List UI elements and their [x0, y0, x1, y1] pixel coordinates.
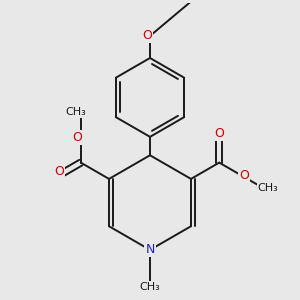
Text: O: O [239, 169, 249, 182]
Text: CH₃: CH₃ [140, 282, 160, 292]
Text: O: O [54, 164, 64, 178]
Text: CH₃: CH₃ [65, 107, 86, 117]
Text: O: O [142, 29, 152, 42]
Text: O: O [73, 131, 82, 144]
Text: O: O [214, 127, 224, 140]
Text: CH₃: CH₃ [258, 183, 279, 193]
Text: N: N [145, 243, 155, 256]
